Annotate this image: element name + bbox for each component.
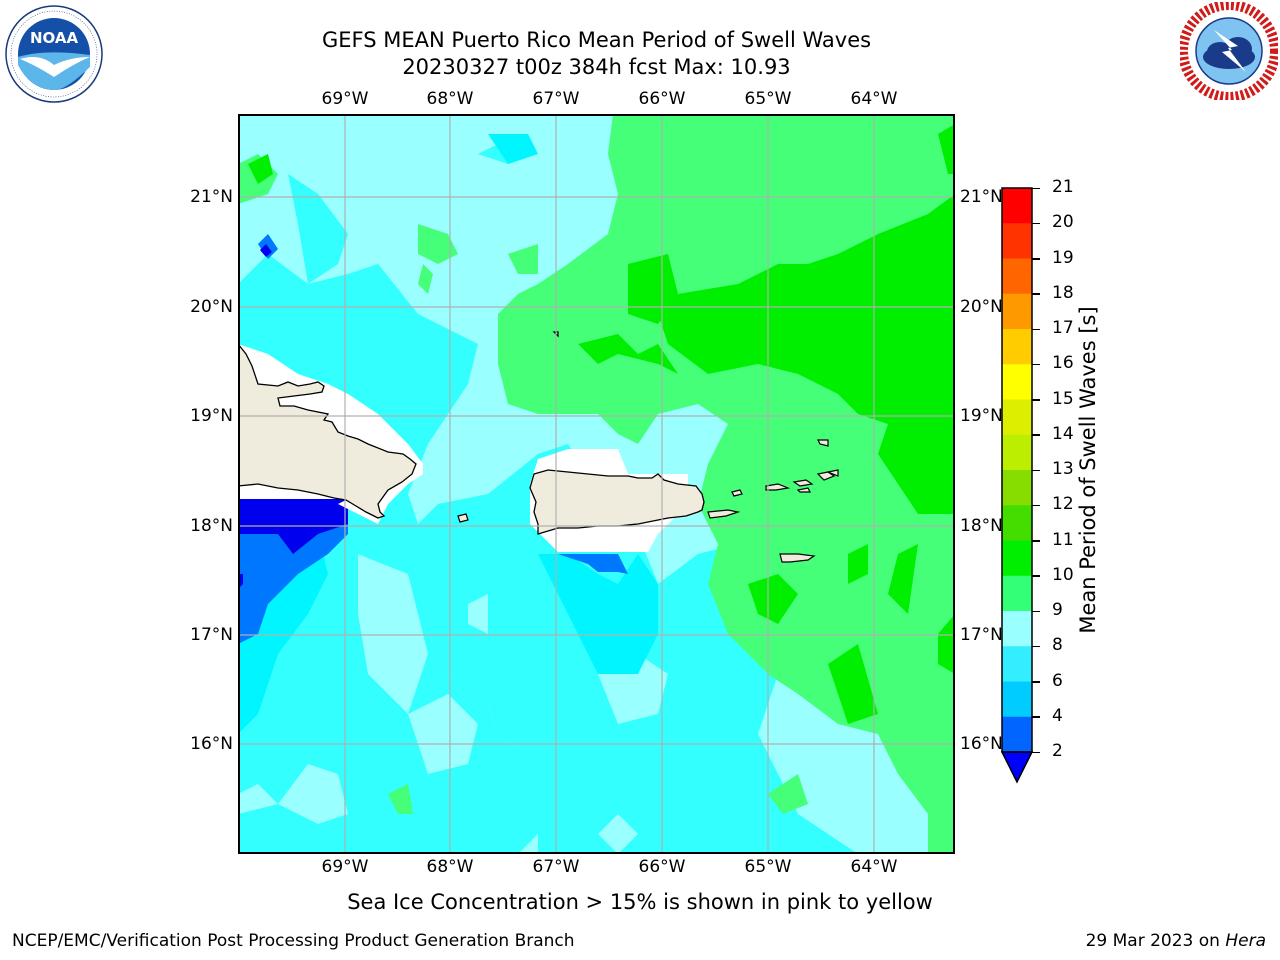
lat-label-left: 20°N (190, 297, 233, 317)
swell-4-6s-layer (239, 134, 658, 733)
colorbar-tick-label: 13 (1052, 459, 1074, 479)
colorbar-tick-label: 18 (1052, 282, 1074, 303)
lat-label-right: 20°N (960, 297, 1003, 317)
colorbar-tick-mark (1032, 222, 1040, 225)
lon-label-top: 69°W (321, 89, 369, 109)
footer-right: 29 Mar 2023 on Hera (1086, 931, 1266, 951)
lat-label-right: 17°N (960, 625, 1003, 645)
colorbar-extend-triangle (1000, 751, 1034, 784)
footer-left: NCEP/EMC/Verification Post Processing Pr… (12, 931, 575, 951)
colorbar-tick-mark (1032, 187, 1040, 189)
colorbar-tick-mark (1032, 504, 1040, 507)
lon-label-top: 64°W (850, 89, 898, 109)
colorbar-bin (1002, 188, 1032, 224)
colorbar-tick-mark (1032, 258, 1040, 260)
colorbar-bin (1002, 716, 1032, 753)
hispaniola-land (239, 344, 417, 519)
lon-label-top: 67°W (532, 89, 580, 109)
nws-logo-icon (1178, 0, 1280, 102)
colorbar-tick-mark (1032, 751, 1040, 753)
colorbar-bin (1002, 575, 1032, 612)
colorbar-tick-mark (1032, 363, 1040, 366)
colorbar-tick-label: 9 (1052, 600, 1063, 620)
lat-label-right: 16°N (960, 734, 1003, 754)
colorbar-tick-mark (1032, 293, 1040, 295)
colorbar-bin (1002, 293, 1032, 330)
footer-host: Hera (1225, 931, 1266, 951)
colorbar-tick-mark (1032, 575, 1040, 577)
lon-label-bottom: 64°W (850, 857, 898, 877)
colorbar-tick-mark (1032, 469, 1040, 471)
colorbar-tick-label: 14 (1052, 423, 1074, 444)
lon-label-top: 65°W (744, 89, 792, 109)
colorbar-bin (1002, 540, 1032, 577)
colorbar-bin (1002, 223, 1032, 259)
lat-label-left: 19°N (190, 406, 233, 426)
lon-label-top: 66°W (638, 89, 686, 109)
colorbar-tick-label: 19 (1052, 247, 1074, 268)
colorbar-tick-label: 8 (1052, 635, 1063, 656)
colorbar-bin (1002, 399, 1032, 436)
colorbar-tick-label: 20 (1052, 212, 1074, 233)
colorbar-tick-mark (1032, 681, 1040, 683)
lat-label-right: 18°N (960, 516, 1003, 536)
colorbar-tick-mark (1032, 645, 1040, 648)
colorbar-tick-label: 16 (1052, 353, 1074, 374)
swell-8-9s-patches (239, 554, 668, 853)
lon-label-bottom: 68°W (426, 857, 474, 877)
lat-label-right: 19°N (960, 406, 1003, 426)
map-gridlines (239, 115, 954, 853)
colorbar-tick-label: 15 (1052, 388, 1074, 409)
map-plot (238, 114, 955, 854)
colorbar-tick-label: 10 (1052, 564, 1074, 585)
colorbar-tick-mark (1032, 328, 1040, 330)
colorbar-label: Mean Period of Swell Waves [s] (1076, 306, 1100, 634)
svg-text:NOAA: NOAA (30, 29, 79, 47)
lon-label-bottom: 66°W (638, 857, 686, 877)
colorbar-tick-label: 11 (1052, 529, 1074, 550)
lon-label-bottom: 65°W (744, 857, 792, 877)
lat-label-left: 16°N (190, 734, 233, 754)
colorbar-tick-mark (1032, 540, 1040, 542)
small-islands (457, 331, 839, 563)
colorbar (1000, 186, 1036, 786)
lat-label-right: 21°N (960, 187, 1003, 207)
lon-label-bottom: 67°W (532, 857, 580, 877)
colorbar-bin (1002, 364, 1032, 400)
chart-title: GEFS MEAN Puerto Rico Mean Period of Swe… (321, 28, 872, 52)
colorbar-bin (1002, 611, 1032, 647)
puerto-rico-land (529, 469, 705, 535)
noaa-logo-icon: NOAA (5, 5, 103, 103)
map-frame (238, 114, 955, 854)
colorbar-tick-mark (1032, 610, 1040, 612)
lat-label-left: 21°N (190, 187, 233, 207)
colorbar-tick-label: 17 (1052, 318, 1074, 338)
lon-label-bottom: 69°W (321, 857, 369, 877)
lat-label-left: 17°N (190, 625, 233, 645)
colorbar-bin (1002, 505, 1032, 541)
colorbar-tick-label: 12 (1052, 494, 1074, 515)
colorbar-bin (1002, 646, 1032, 682)
colorbar-bin (1002, 329, 1032, 365)
colorbar-tick-mark (1032, 434, 1040, 436)
lon-label-top: 68°W (426, 89, 474, 109)
colorbar-bin (1002, 434, 1032, 471)
colorbar-tick-label: 2 (1052, 741, 1063, 761)
colorbar-tick-label: 6 (1052, 670, 1063, 691)
footer-date: 29 Mar 2023 on (1085, 931, 1226, 951)
colorbar-tick-label: 4 (1052, 705, 1063, 726)
chart-subtitle: 20230327 t00z 384h fcst Max: 10.93 (402, 55, 791, 79)
swell-2-4s-layer (239, 234, 628, 644)
colorbar-bin (1002, 258, 1032, 295)
colorbar-tick-mark (1032, 399, 1040, 401)
colorbar-tick-label: 21 (1052, 177, 1074, 197)
lat-label-left: 18°N (190, 516, 233, 536)
colorbar-tick-mark (1032, 716, 1040, 718)
colorbar-bin (1002, 681, 1032, 718)
colorbar-bin (1002, 470, 1032, 506)
